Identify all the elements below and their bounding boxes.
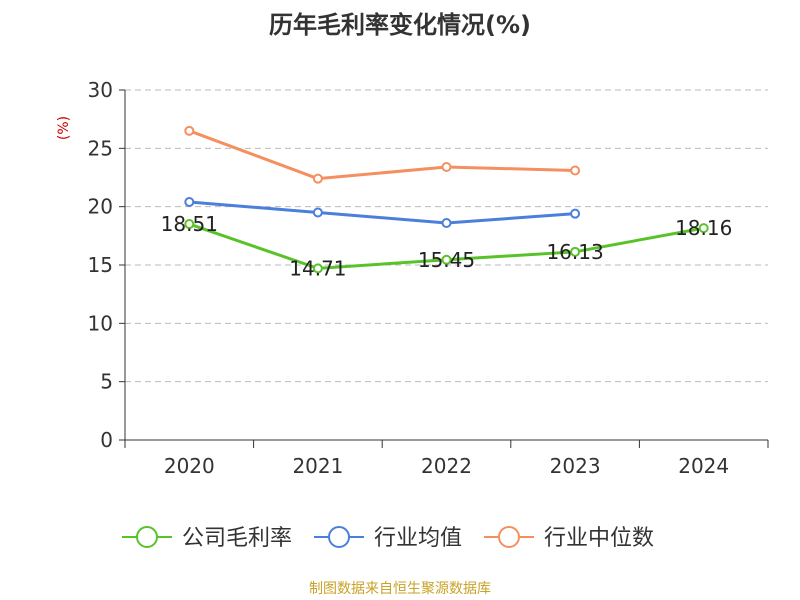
legend-item: 行业中位数 bbox=[484, 526, 654, 551]
data-point bbox=[570, 246, 581, 257]
data-point bbox=[312, 173, 323, 184]
data-label: 16.13 bbox=[546, 240, 603, 264]
y-tick-label: 25 bbox=[88, 136, 113, 160]
legend-swatch-marker bbox=[498, 526, 520, 548]
legend-item: 公司毛利率 bbox=[122, 526, 292, 551]
data-point bbox=[570, 208, 581, 219]
data-labels: 18.51 14.71 15.45 16.13 18.16 bbox=[161, 212, 733, 280]
data-point bbox=[184, 197, 195, 207]
y-tick-label: 15 bbox=[88, 253, 113, 277]
data-point bbox=[698, 223, 709, 234]
series-line-1 bbox=[189, 200, 576, 225]
y-tick-label: 30 bbox=[88, 78, 113, 102]
axes: 0 5 10 15 20 25 30 2020 2021 2022 2023 2024 bbox=[88, 78, 769, 478]
x-tick-label: 2022 bbox=[421, 454, 472, 478]
chart-title: 历年毛利率变化情况(%) bbox=[269, 11, 531, 39]
series-line-2 bbox=[188, 129, 576, 181]
legend-swatch-marker bbox=[136, 526, 158, 548]
legend-label: 行业中位数 bbox=[544, 526, 654, 551]
gridlines bbox=[125, 89, 768, 383]
source-note: 制图数据来自恒生聚源数据库 bbox=[309, 581, 491, 597]
data-label: 14.71 bbox=[289, 256, 346, 280]
y-axis-unit-label: (%) bbox=[56, 116, 72, 140]
legend-label: 行业均值 bbox=[374, 526, 462, 551]
data-label: 15.45 bbox=[418, 248, 475, 272]
data-point bbox=[312, 207, 323, 218]
x-tick-label: 2024 bbox=[678, 454, 729, 478]
data-label: 18.51 bbox=[161, 212, 218, 236]
data-label: 18.16 bbox=[675, 216, 732, 240]
data-point bbox=[184, 125, 195, 136]
data-point bbox=[184, 219, 195, 230]
data-point bbox=[570, 165, 581, 176]
data-point bbox=[441, 254, 452, 265]
x-tick-label: 2020 bbox=[164, 454, 215, 478]
y-tick-label: 20 bbox=[88, 195, 113, 219]
data-point bbox=[312, 263, 323, 274]
y-tick-label: 10 bbox=[88, 311, 113, 335]
legend-label: 公司毛利率 bbox=[182, 526, 292, 551]
y-tick-label: 0 bbox=[100, 428, 113, 452]
x-tick-label: 2021 bbox=[292, 454, 343, 478]
data-point bbox=[441, 218, 452, 228]
legend-swatch-marker bbox=[328, 526, 350, 548]
legend-item: 行业均值 bbox=[314, 526, 462, 551]
x-tick-label: 2023 bbox=[550, 454, 601, 478]
series-lines bbox=[184, 125, 709, 274]
data-point bbox=[441, 162, 452, 172]
legend: 公司毛利率 行业均值 行业中位数 bbox=[122, 526, 654, 551]
y-tick-label: 5 bbox=[100, 370, 113, 394]
